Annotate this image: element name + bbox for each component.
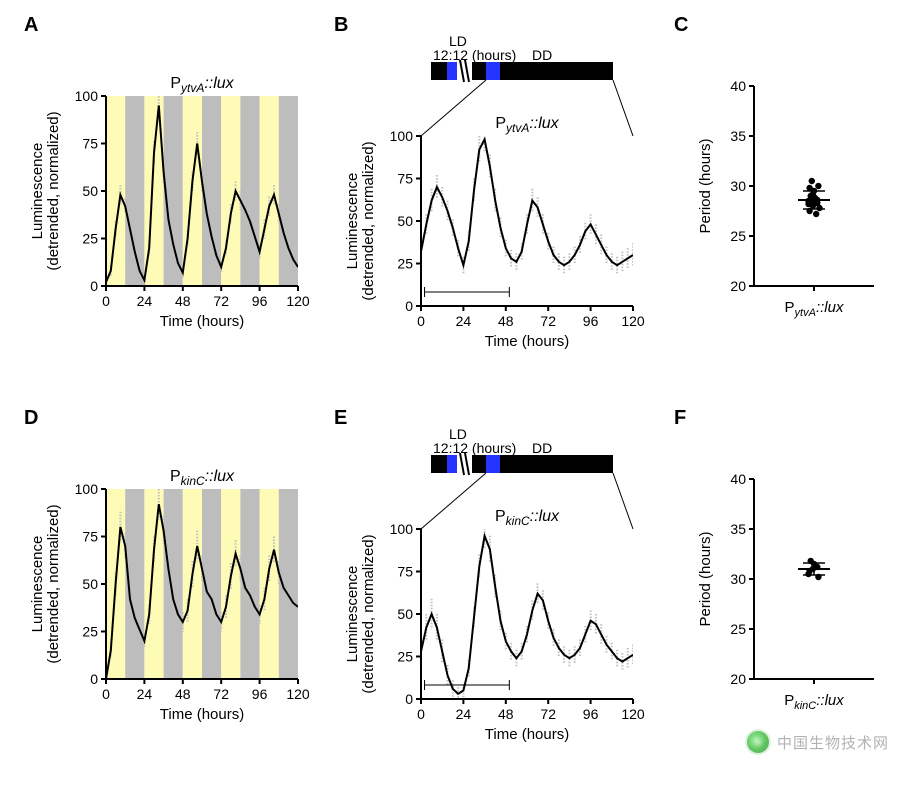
chart-A: 0255075100024487296120PytvA::luxTime (ho…	[30, 56, 310, 336]
svg-text:35: 35	[730, 128, 746, 144]
panel-C: C 20 25 30 35 40Period (hours)PytvA::lux	[670, 10, 910, 383]
svg-text:0: 0	[102, 293, 110, 309]
svg-text:50: 50	[397, 213, 413, 229]
svg-text:PkinC::lux: PkinC::lux	[170, 468, 235, 488]
chart-D: 0255075100024487296120PkinC::luxTime (ho…	[30, 449, 310, 729]
svg-text:96: 96	[252, 686, 268, 702]
svg-text:Time (hours): Time (hours)	[160, 706, 244, 723]
panel-label-B: B	[334, 14, 348, 37]
chart-C: 20 25 30 35 40Period (hours)PytvA::lux	[690, 56, 890, 336]
svg-text:12:12 (hours): 12:12 (hours)	[433, 440, 516, 456]
svg-text:72: 72	[213, 293, 229, 309]
svg-text:100: 100	[390, 521, 414, 537]
svg-text:75: 75	[82, 136, 98, 152]
svg-text:0: 0	[90, 671, 98, 687]
svg-text:24: 24	[456, 313, 472, 329]
svg-text:0: 0	[417, 313, 425, 329]
svg-text:75: 75	[397, 563, 413, 579]
svg-text:24: 24	[456, 706, 472, 722]
svg-text:DD: DD	[532, 440, 552, 456]
svg-text:0: 0	[417, 706, 425, 722]
svg-text:75: 75	[397, 171, 413, 187]
svg-text:25: 25	[730, 621, 746, 637]
svg-text:120: 120	[621, 313, 645, 329]
svg-text:30: 30	[730, 571, 746, 587]
svg-text:100: 100	[75, 481, 99, 497]
svg-text:0: 0	[102, 686, 110, 702]
svg-text:30: 30	[730, 178, 746, 194]
panel-label-F: F	[674, 407, 686, 430]
svg-text:35: 35	[730, 521, 746, 537]
svg-text:75: 75	[82, 528, 98, 544]
svg-text:12:12 (hours): 12:12 (hours)	[433, 47, 516, 63]
svg-text:Luminescence(detrended, normal: Luminescence(detrended, normalized)	[345, 142, 377, 301]
svg-text:Time (hours): Time (hours)	[485, 726, 569, 743]
svg-text:48: 48	[498, 313, 514, 329]
svg-text:0: 0	[90, 278, 98, 294]
svg-text:Time (hours): Time (hours)	[160, 313, 244, 330]
svg-text:0: 0	[405, 691, 413, 707]
svg-text:25: 25	[82, 231, 98, 247]
svg-text:20: 20	[730, 278, 746, 294]
svg-text:PytvA::lux: PytvA::lux	[495, 115, 559, 135]
svg-text:Luminescence(detrended, normal: Luminescence(detrended, normalized)	[345, 534, 377, 693]
panel-D: D 0255075100024487296120PkinC::luxTime (…	[20, 403, 320, 776]
svg-text:72: 72	[540, 706, 556, 722]
svg-text:PkinC::lux: PkinC::lux	[784, 692, 844, 712]
panel-A: A 0255075100024487296120PytvA::luxTime (…	[20, 10, 320, 383]
panel-B: B LD12:12 (hours)DD025507510002448729612…	[330, 10, 660, 383]
panel-E: E LD12:12 (hours)DD025507510002448729612…	[330, 403, 660, 776]
svg-text:20: 20	[730, 671, 746, 687]
svg-text:25: 25	[730, 228, 746, 244]
watermark: 中国生物技术网	[745, 729, 889, 755]
svg-text:72: 72	[213, 686, 229, 702]
svg-text:96: 96	[583, 706, 599, 722]
svg-text:100: 100	[390, 128, 414, 144]
svg-text:Period (hours): Period (hours)	[697, 531, 714, 626]
svg-text:PkinC::lux: PkinC::lux	[495, 508, 560, 528]
svg-text:50: 50	[82, 576, 98, 592]
panel-label-A: A	[24, 14, 38, 37]
chart-B: LD12:12 (hours)DD0255075100024487296120P…	[345, 36, 645, 356]
watermark-icon	[745, 729, 771, 755]
chart-E: LD12:12 (hours)DD0255075100024487296120P…	[345, 429, 645, 749]
svg-text:96: 96	[252, 293, 268, 309]
svg-text:100: 100	[75, 88, 99, 104]
svg-text:0: 0	[405, 298, 413, 314]
svg-text:120: 120	[286, 686, 310, 702]
panel-label-C: C	[674, 14, 688, 37]
svg-text:72: 72	[540, 313, 556, 329]
svg-text:25: 25	[397, 648, 413, 664]
svg-text:50: 50	[82, 183, 98, 199]
svg-text:Time (hours): Time (hours)	[485, 333, 569, 350]
svg-text:24: 24	[137, 293, 153, 309]
svg-text:40: 40	[730, 471, 746, 487]
chart-F: 20 25 30 35 40Period (hours)PkinC::lux	[690, 449, 890, 729]
svg-text:48: 48	[175, 293, 191, 309]
svg-text:40: 40	[730, 78, 746, 94]
svg-text:Luminescence(detrended, normal: Luminescence(detrended, normalized)	[30, 504, 62, 663]
svg-text:50: 50	[397, 606, 413, 622]
svg-text:24: 24	[137, 686, 153, 702]
panel-F: F 20 25 30 35 40Period (hours)PkinC::lux	[670, 403, 910, 776]
panel-label-E: E	[334, 407, 347, 430]
svg-text:DD: DD	[532, 47, 552, 63]
svg-text:120: 120	[621, 706, 645, 722]
svg-text:Luminescence(detrended, normal: Luminescence(detrended, normalized)	[30, 112, 62, 271]
svg-text:48: 48	[175, 686, 191, 702]
svg-text:PytvA::lux: PytvA::lux	[170, 75, 234, 95]
svg-text:25: 25	[397, 256, 413, 272]
svg-text:PytvA::lux: PytvA::lux	[785, 299, 844, 319]
svg-text:48: 48	[498, 706, 514, 722]
svg-text:25: 25	[82, 623, 98, 639]
panel-label-D: D	[24, 407, 38, 430]
svg-text:96: 96	[583, 313, 599, 329]
svg-text:120: 120	[286, 293, 310, 309]
watermark-text: 中国生物技术网	[777, 732, 889, 753]
svg-text:Period (hours): Period (hours)	[697, 139, 714, 234]
figure-grid: A 0255075100024487296120PytvA::luxTime (…	[0, 0, 919, 785]
